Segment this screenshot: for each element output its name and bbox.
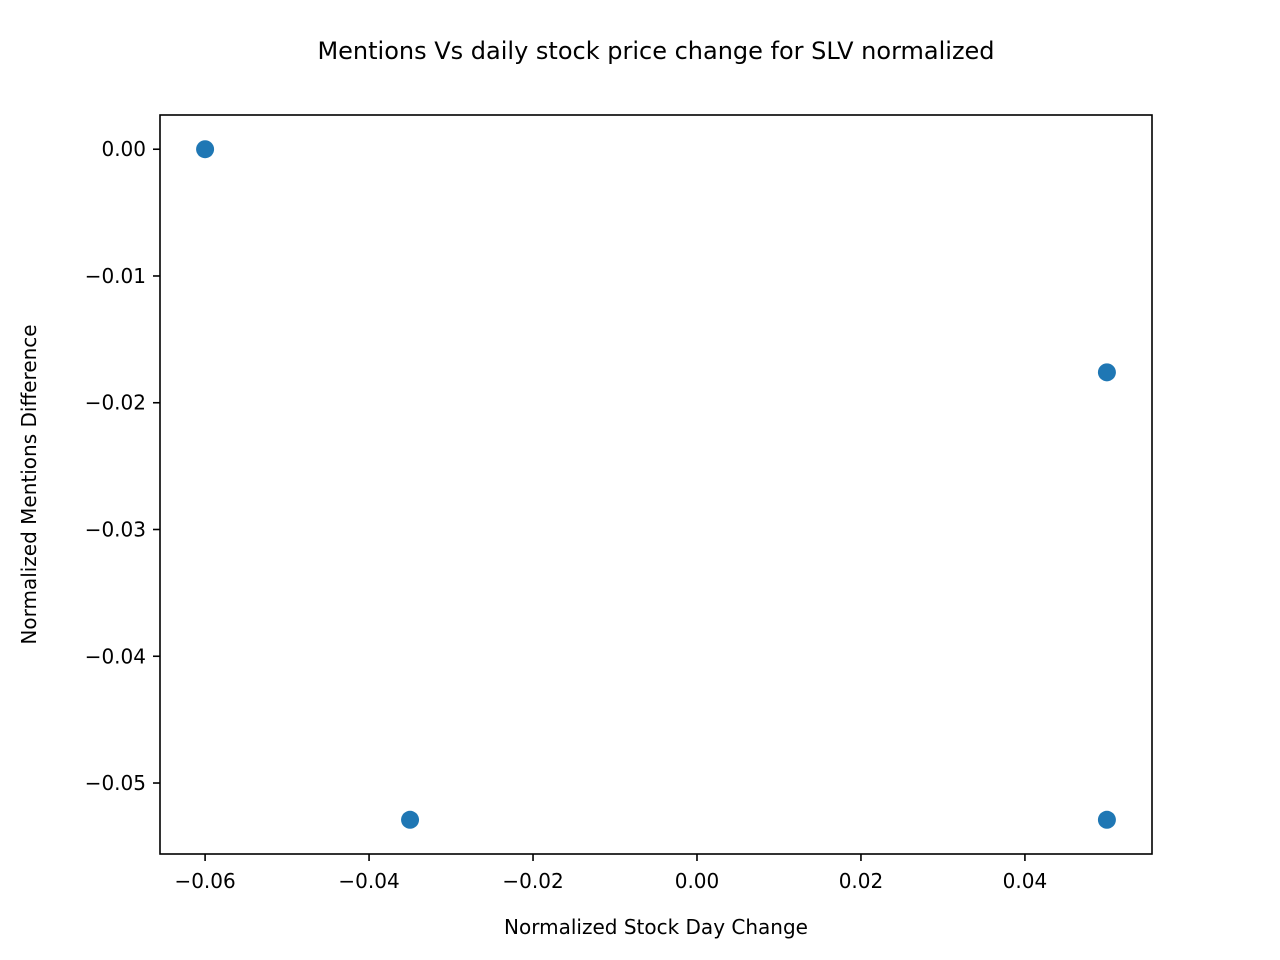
scatter-point	[196, 140, 215, 159]
y-tick-label: −0.01	[85, 264, 146, 288]
x-tick-label: −0.06	[174, 869, 235, 893]
chart-title: Mentions Vs daily stock price change for…	[317, 37, 994, 65]
y-tick-label: −0.05	[85, 771, 146, 795]
y-tick-label: −0.04	[85, 644, 146, 668]
x-axis-label: Normalized Stock Day Change	[504, 915, 808, 939]
scatter-point	[1097, 810, 1116, 829]
y-axis-label: Normalized Mentions Difference	[17, 324, 41, 644]
x-tick-label: 0.02	[839, 869, 884, 893]
y-axis-ticks: 0.00 −0.01 −0.02 −0.03 −0.04 −0.05	[85, 137, 160, 795]
x-tick-label: 0.04	[1003, 869, 1048, 893]
x-tick-label: −0.04	[338, 869, 399, 893]
y-tick-label: 0.00	[101, 137, 146, 161]
y-tick-label: −0.02	[85, 391, 146, 415]
data-points	[196, 140, 1116, 829]
scatter-point	[1097, 363, 1116, 382]
y-tick-label: −0.03	[85, 517, 146, 541]
x-axis-ticks: −0.06 −0.04 −0.02 0.00 0.02 0.04	[174, 854, 1047, 893]
scatter-point	[401, 810, 420, 829]
plot-frame	[159, 114, 1153, 855]
x-tick-label: 0.00	[675, 869, 720, 893]
x-tick-label: −0.02	[502, 869, 563, 893]
